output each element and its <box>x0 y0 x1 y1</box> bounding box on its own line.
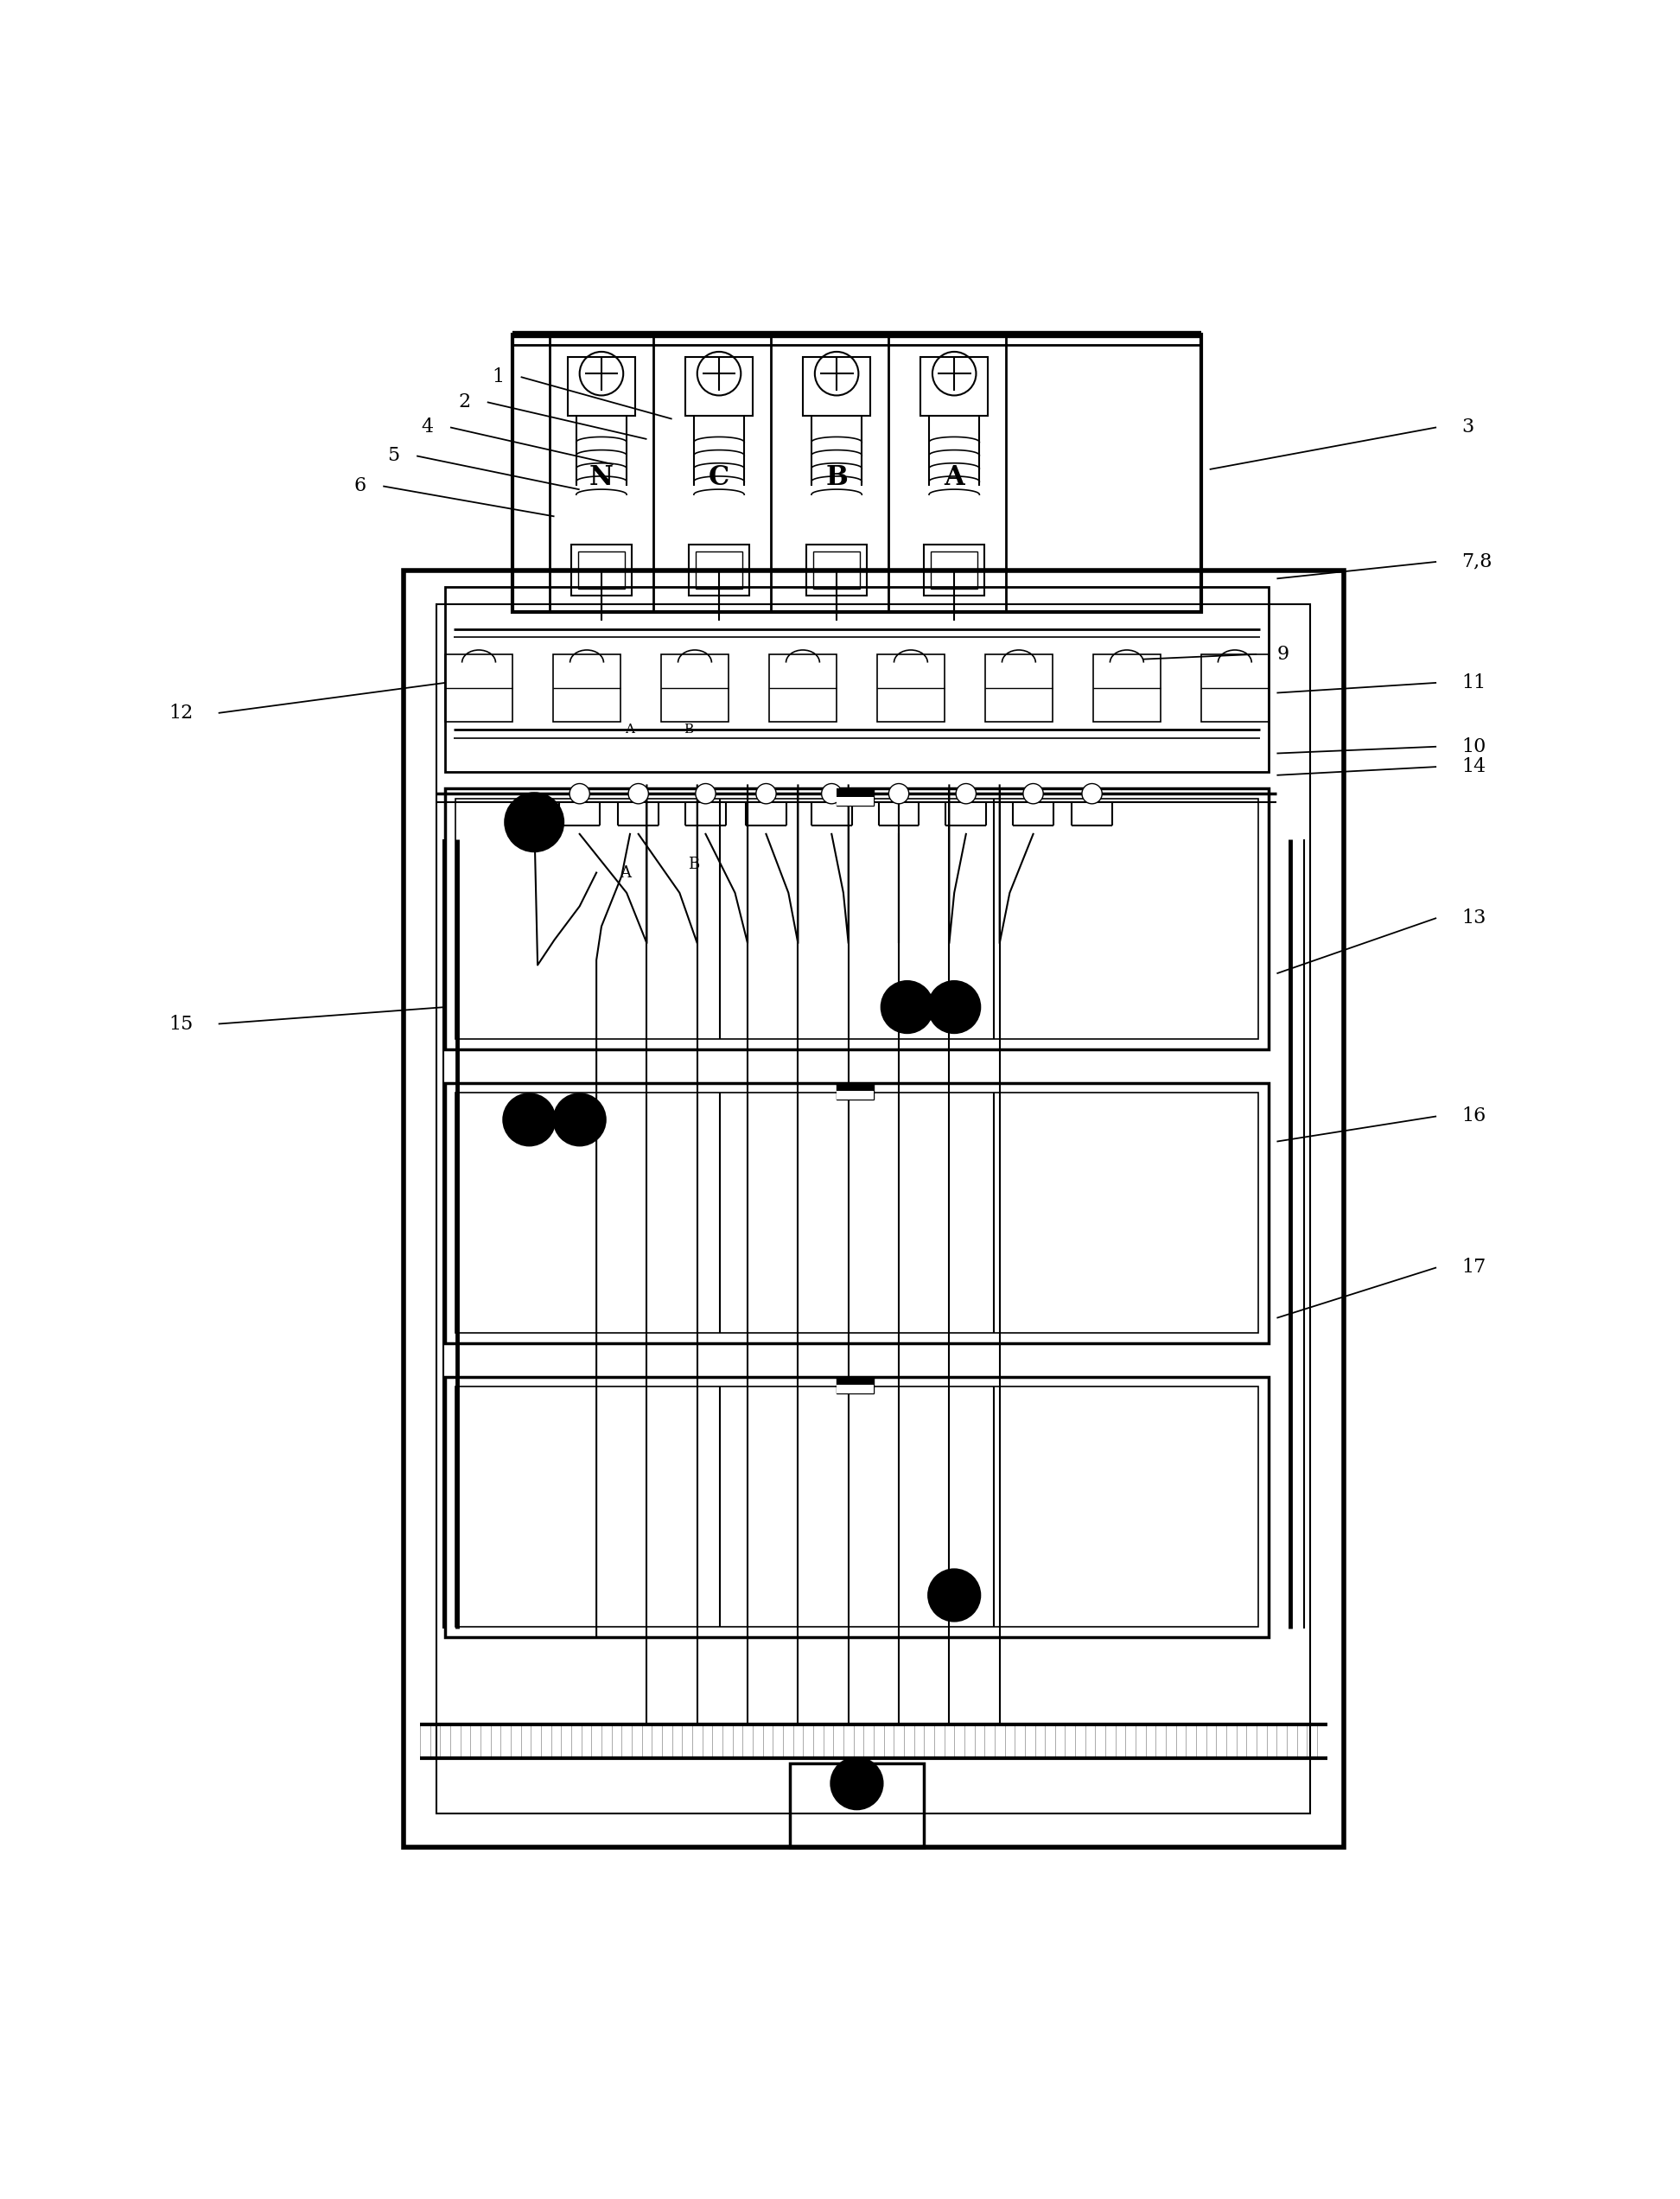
Text: 4: 4 <box>422 418 433 438</box>
Circle shape <box>822 783 842 805</box>
Text: 7,8: 7,8 <box>1462 552 1492 572</box>
Circle shape <box>889 783 909 805</box>
Text: B: B <box>684 723 694 737</box>
Text: 10: 10 <box>1462 737 1487 756</box>
Bar <box>837 789 874 805</box>
Text: B: B <box>825 464 848 490</box>
Text: A: A <box>625 723 635 737</box>
Circle shape <box>502 1093 556 1146</box>
Text: 12: 12 <box>168 704 193 723</box>
Text: 11: 11 <box>1462 673 1487 693</box>
Circle shape <box>927 981 981 1034</box>
Text: 9: 9 <box>1277 644 1289 664</box>
Circle shape <box>880 981 934 1034</box>
Circle shape <box>504 792 564 853</box>
Circle shape <box>756 783 776 805</box>
Circle shape <box>956 783 976 805</box>
Circle shape <box>1023 783 1043 805</box>
Text: 2: 2 <box>459 394 470 411</box>
Text: A: A <box>944 464 964 490</box>
Circle shape <box>830 1757 884 1810</box>
Text: 15: 15 <box>168 1014 193 1034</box>
Bar <box>837 796 874 805</box>
Text: 14: 14 <box>1462 756 1487 776</box>
Text: C: C <box>709 464 729 490</box>
Text: 13: 13 <box>1462 908 1487 928</box>
Text: 3: 3 <box>1462 418 1473 438</box>
Text: A: A <box>620 864 630 880</box>
Text: B: B <box>689 855 699 873</box>
Text: 16: 16 <box>1462 1106 1487 1126</box>
Text: 1: 1 <box>492 367 504 387</box>
Circle shape <box>696 783 716 805</box>
Circle shape <box>553 1093 606 1146</box>
Bar <box>837 1091 874 1100</box>
Circle shape <box>927 1568 981 1623</box>
Bar <box>837 1377 874 1394</box>
Text: 5: 5 <box>388 446 400 466</box>
Circle shape <box>628 783 648 805</box>
Text: 17: 17 <box>1462 1258 1487 1278</box>
Text: N: N <box>590 464 613 490</box>
Bar <box>837 1385 874 1394</box>
Bar <box>837 1082 874 1100</box>
Text: 6: 6 <box>354 477 366 495</box>
Circle shape <box>570 783 590 805</box>
Circle shape <box>1082 783 1102 805</box>
